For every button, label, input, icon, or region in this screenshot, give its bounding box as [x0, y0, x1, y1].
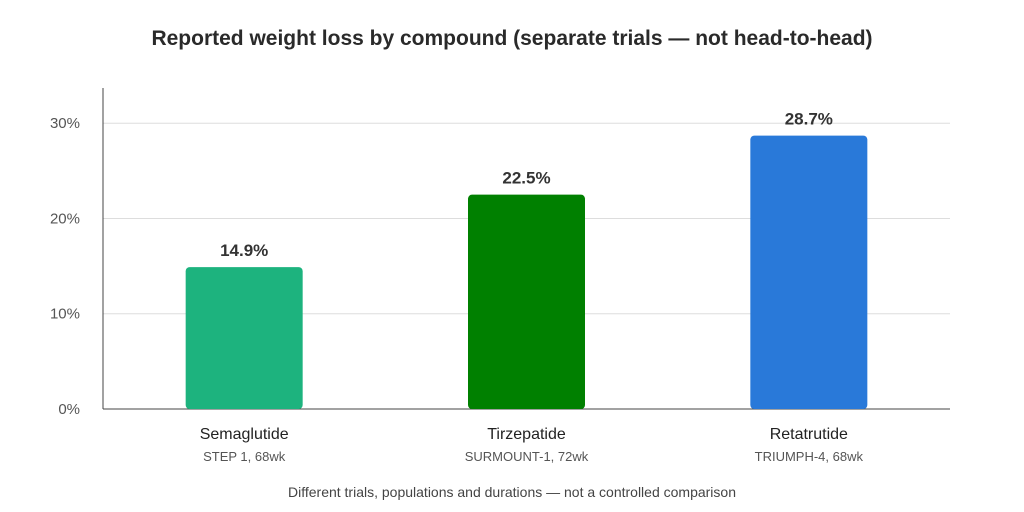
bar-retatrutide — [750, 135, 868, 410]
category-sublabel: TRIUMPH-4, 68wk — [755, 449, 864, 464]
value-label: 14.9% — [220, 241, 268, 260]
y-tick-label: 20% — [50, 210, 80, 227]
chart-title: Reported weight loss by compound (separa… — [151, 27, 872, 50]
value-label: 22.5% — [502, 169, 550, 188]
bars — [185, 135, 868, 410]
y-tick-label: 10% — [50, 306, 80, 323]
category-label: Retatrutide — [770, 426, 848, 443]
category-sublabel: SURMOUNT-1, 72wk — [465, 449, 589, 464]
category-labels: Semaglutide STEP 1, 68wk Tirzepatide SURMOU… — [200, 426, 864, 464]
value-label: 28.7% — [785, 110, 833, 129]
y-tick-label: 30% — [50, 115, 80, 132]
bar-semaglutide — [185, 267, 303, 409]
category-label: Semaglutide — [200, 426, 289, 443]
value-labels: 14.9% 22.5% 28.7% — [220, 110, 833, 260]
y-tick-labels: 0% 10% 20% 30% — [50, 115, 80, 418]
y-tick-label: 0% — [58, 401, 80, 418]
category-label: Tirzepatide — [487, 426, 566, 443]
chart-footnote: Different trials, populations and durati… — [288, 484, 736, 500]
category-sublabel: STEP 1, 68wk — [203, 449, 286, 464]
bar-tirzepatide — [468, 194, 585, 409]
